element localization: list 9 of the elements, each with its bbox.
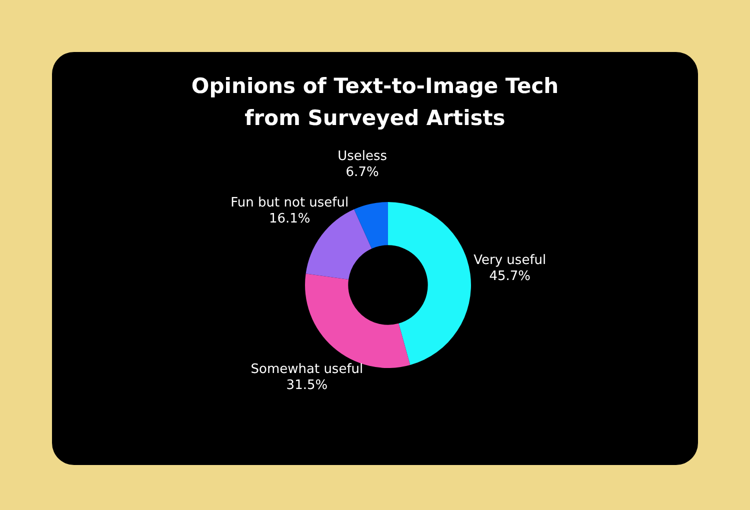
data-label: 6.7% <box>346 165 379 180</box>
data-label: 16.1% <box>268 212 310 227</box>
slice-label: Fun but not useful <box>230 196 349 211</box>
data-label: 45.7% <box>489 268 531 284</box>
data-label: 31.5% <box>286 378 328 393</box>
chart-title: Opinions of Text-to-Image Tech from Surveyed Artists <box>190 73 560 132</box>
slice-label: Somewhat useful <box>250 362 364 377</box>
slice-label: Useless <box>338 149 388 164</box>
slice-label: Very useful <box>474 252 546 268</box>
